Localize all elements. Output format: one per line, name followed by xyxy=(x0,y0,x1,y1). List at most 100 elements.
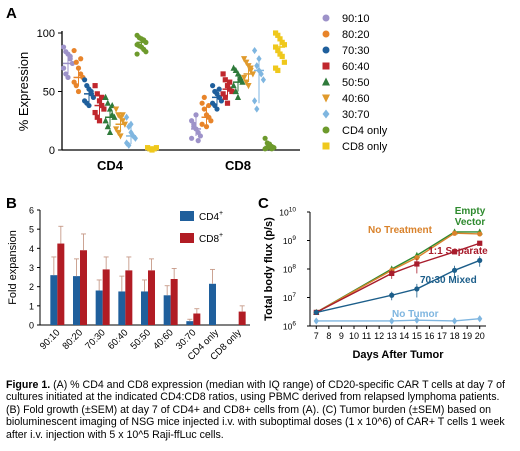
panel-a-point-40-60-cd8 xyxy=(241,74,248,82)
panel-a-point-70-30-cd4 xyxy=(82,77,88,83)
panel-a-point-80-20-cd8 xyxy=(199,100,205,106)
panel-c-y-tick-label: 108 xyxy=(283,264,296,275)
panel-a-point-30-70-cd8 xyxy=(260,76,266,84)
panel-a-legend-label-70-30: 70:30 xyxy=(342,45,370,57)
panel-a-point-50-50-cd8 xyxy=(230,82,237,89)
panel-a-point-60-40-cd8 xyxy=(222,94,228,100)
panel-a-point-cd8-only-cd8 xyxy=(277,36,283,42)
panel-a-point-cd8-only-cd8 xyxy=(281,42,287,48)
panel-a-point-80-20-cd8 xyxy=(201,94,207,100)
panel-a-y-tick-label: 100 xyxy=(37,28,55,40)
panel-a-point-60-40-cd8 xyxy=(227,79,233,85)
panel-c-y-tick-exponent: 10 xyxy=(289,207,297,214)
panel-c-series-label-empty-vector: Vector xyxy=(455,217,486,228)
panel-a-point-60-40-cd8 xyxy=(220,91,226,97)
panel-a-point-60-40-cd4 xyxy=(92,83,98,89)
panel-c-x-tick-label: 19 xyxy=(462,331,472,341)
panel-a-point-30-70-cd8 xyxy=(258,70,264,78)
panel-a-legend-marker-40-60 xyxy=(322,94,330,103)
panel-b-legend-swatch-cd8 xyxy=(180,233,194,243)
panel-a-point-90-10-cd8 xyxy=(195,138,201,144)
panel-a-point-90-10-cd8 xyxy=(189,135,195,141)
panel-a-scatter-chart: % Expression 0 50 100 CD4 CD8 90:10 80:20 70:3… xyxy=(16,13,388,173)
panel-a-point-60-40-cd4 xyxy=(94,114,100,120)
panel-a-y-axis-label: % Expression xyxy=(16,52,31,131)
panel-a-point-80-20-cd4 xyxy=(78,56,84,62)
panel-a-point-60-40-cd4 xyxy=(94,91,100,97)
panel-a-legend-marker-cd4-only xyxy=(322,126,330,134)
panel-c-x-tick-label: 18 xyxy=(450,331,460,341)
panel-c-y-tick-exponent: 9 xyxy=(292,235,296,242)
panel-b-y-tick-label: 3 xyxy=(29,263,34,273)
panel-a-point-50-50-cd8 xyxy=(232,66,239,74)
panel-c-line-chart: Total body flux (p/s) Days After Tumor 1… xyxy=(263,206,488,361)
panel-c-x-tick-label: 12 xyxy=(374,331,384,341)
panel-b-y-tick-label: 5 xyxy=(29,225,34,235)
panel-b-legend-superscript: + xyxy=(219,232,223,239)
panel-a-point-80-20-cd4 xyxy=(75,88,82,95)
panel-c-series-label-70-30-mixed: 70:30 Mixed xyxy=(420,275,477,286)
panel-c-point-1-1-separate xyxy=(451,249,458,255)
panel-a-y-tick-label: 0 xyxy=(49,145,55,157)
panel-c-point-70-30-mixed xyxy=(477,257,483,264)
panel-a-point-70-30-cd4 xyxy=(86,102,92,109)
panel-a-point-30-70-cd4 xyxy=(128,120,134,128)
panel-a-point-50-50-cd8 xyxy=(234,93,242,100)
panel-a-point-90-10-cd4 xyxy=(65,74,71,81)
panel-c-x-tick-label: 13 xyxy=(387,331,397,341)
panel-a-point-60-40-cd8 xyxy=(220,71,226,77)
panel-a-point-80-20-cd8 xyxy=(199,121,205,127)
panel-c-point-1-1-separate xyxy=(477,240,483,246)
panel-a-legend-marker-70-30 xyxy=(322,46,330,54)
panel-a-point-60-40-cd4 xyxy=(92,109,98,116)
panel-b-bar-cd4-60-40 xyxy=(118,291,126,325)
panel-c-y-tick-exponent: 8 xyxy=(292,264,296,271)
panel-c-y-tick-exponent: 6 xyxy=(292,321,296,328)
panel-a-point-70-30-cd8 xyxy=(214,106,220,112)
panel-a-legend-marker-60-40 xyxy=(322,62,330,70)
panel-a-point-50-50-cd4 xyxy=(102,117,109,124)
panel-a-point-40-60-cd4 xyxy=(113,126,120,133)
panel-a-point-cd4-only-cd4 xyxy=(134,51,140,57)
panel-b-y-axis-label: Fold expansion xyxy=(7,230,19,305)
panel-a-legend-marker-30-70 xyxy=(322,109,330,119)
panel-a-point-80-20-cd8 xyxy=(206,102,212,109)
panel-a-legend-label-30-70: 30:70 xyxy=(342,109,370,121)
panel-a-point-30-70-cd8 xyxy=(252,97,258,105)
panel-c-series-label-no-treatment: No Treatment xyxy=(368,225,433,236)
panel-a-legend-label-cd4-only: CD4 only xyxy=(342,125,388,137)
panel-b-bar-cd8-cd8-only xyxy=(238,311,246,325)
panel-b-y-tick-label: 0 xyxy=(29,321,34,331)
panel-b-bar-cd8-60-40 xyxy=(125,270,133,325)
panel-a-point-40-60-cd4 xyxy=(113,106,120,113)
panel-letter-c: C xyxy=(258,195,269,212)
panel-b-x-tick-label-50-50: 50:50 xyxy=(129,327,154,352)
panel-c-point-70-30-mixed xyxy=(313,309,319,316)
panel-a-point-cd8-only-cd8 xyxy=(275,32,281,38)
panel-c-point-no-tumor xyxy=(477,315,483,323)
panel-b-legend: CD4+ CD8+ xyxy=(180,210,223,245)
panel-a-point-90-10-cd4 xyxy=(67,53,73,60)
panel-c-series-label-1-1-separate: 1:1 Separate xyxy=(428,246,488,257)
panel-a-legend-label-60-40: 60:40 xyxy=(342,61,370,73)
panel-a-point-50-50-cd8 xyxy=(234,70,242,77)
panel-b-x-tick-label-70-30: 70:30 xyxy=(83,327,108,352)
panel-a-legend-label-80-20: 80:20 xyxy=(342,29,370,41)
panel-a-point-70-30-cd8 xyxy=(218,98,224,104)
panel-b-bar-cd8-70-30 xyxy=(102,269,110,325)
panel-c-x-tick-label: 16 xyxy=(424,331,434,341)
panel-a-point-90-10-cd4 xyxy=(61,65,67,71)
panel-a-point-40-60-cd8 xyxy=(245,83,252,90)
panel-a-point-60-40-cd8 xyxy=(229,88,235,95)
panel-a-point-30-70-cd4 xyxy=(124,113,130,121)
panel-a-point-80-20-cd8 xyxy=(201,106,207,112)
panel-a-point-90-10-cd8 xyxy=(197,133,203,139)
panel-c-point-no-treatment xyxy=(477,231,483,237)
panel-a-point-70-30-cd8 xyxy=(210,83,216,89)
panel-b-bar-chart: Fold expansion 0 1 2 3 4 5 6 90:1080:2070:3060:… xyxy=(7,206,250,363)
caption-label: Figure 1. xyxy=(6,379,51,391)
panel-a-point-cd8-only-cd4 xyxy=(153,145,159,151)
panel-a-point-50-50-cd4 xyxy=(106,105,114,112)
panel-a-point-40-60-cd8 xyxy=(243,59,250,66)
